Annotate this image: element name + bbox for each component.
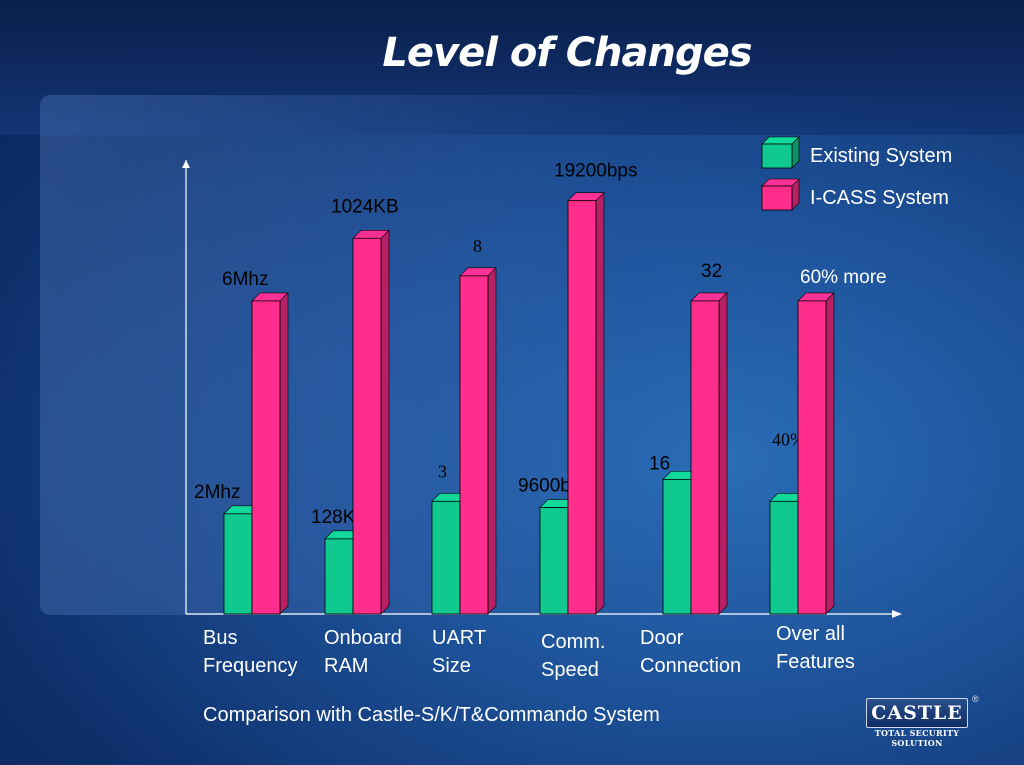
bar-chart: 2Mhz6Mhz128KB1024KB389600bps19200bps1632…	[182, 136, 952, 618]
category-label-line: Comm.	[541, 631, 606, 653]
legend-swatch-1	[761, 143, 793, 169]
icass-bar-1	[251, 300, 281, 615]
category-label-line: Door	[640, 627, 684, 649]
existing-bar-6	[769, 500, 799, 615]
existing-bar-2	[324, 538, 354, 615]
icass-bar-3	[459, 275, 489, 615]
category-label-5: Door Connection	[640, 624, 741, 680]
legend-label-2: I-CASS System	[810, 187, 949, 209]
category-label-line: Onboard	[324, 627, 402, 649]
existing-bar-6-label: 40%	[772, 429, 805, 449]
icass-bar-3-label: 8	[473, 236, 482, 256]
existing-bar-1	[223, 513, 253, 615]
icass-bar-4-side	[595, 191, 605, 615]
icass-bar-6	[797, 300, 827, 615]
category-label-1: Bus Frequency	[203, 624, 298, 680]
category-label-6: Over all Features	[776, 620, 855, 676]
caption: Comparison with Castle-S/K/T&Commando Sy…	[203, 704, 660, 726]
existing-bar-4	[539, 507, 569, 615]
icass-bar-5	[690, 300, 720, 615]
category-label-line: Frequency	[203, 655, 298, 677]
category-label-line: Size	[432, 655, 471, 677]
icass-bar-5-side	[718, 292, 728, 615]
category-label-line: Speed	[541, 659, 599, 681]
category-label-2: Onboard RAM	[324, 624, 402, 680]
category-label-line: Connection	[640, 655, 742, 677]
icass-bar-6-side	[825, 292, 835, 615]
existing-bar-5	[662, 478, 692, 615]
icass-bar-4	[567, 200, 597, 615]
category-label-line: Features	[776, 651, 855, 673]
registered-mark: ®	[972, 694, 979, 704]
existing-bar-5-label: 16	[649, 453, 670, 474]
legend-label-1: Existing System	[810, 145, 952, 167]
icass-bar-3-side	[487, 267, 497, 615]
background-panel	[40, 95, 1024, 615]
icass-bar-1-side	[279, 292, 289, 615]
y-axis-arrow	[182, 160, 190, 168]
icass-bar-6-label: 60% more	[800, 267, 887, 288]
category-label-line: UART	[432, 627, 487, 649]
category-label-3: UART Size	[432, 624, 486, 680]
logo-tagline: TOTAL SECURITY SOLUTION	[874, 728, 960, 748]
icass-bar-5-label: 32	[701, 261, 722, 282]
icass-bar-1-label: 6Mhz	[222, 269, 268, 290]
category-label-line: RAM	[324, 655, 369, 677]
icass-bar-2-label: 1024KB	[331, 196, 399, 217]
slide-title: Level of Changes	[382, 30, 752, 76]
category-label-4: Comm. Speed	[541, 628, 605, 684]
logo-box: CASTLE	[866, 698, 968, 728]
background-band	[0, 0, 1024, 135]
existing-bar-1-label: 2Mhz	[194, 482, 240, 503]
x-axis-arrow	[892, 610, 902, 618]
icass-bar-4-label: 19200bps	[554, 161, 637, 182]
castle-logo: CASTLE TOTAL SECURITY SOLUTION ®	[846, 694, 986, 748]
icass-bar-2-side	[380, 229, 390, 615]
category-label-line: Over all	[776, 623, 845, 645]
legend-swatch-2	[761, 185, 793, 211]
existing-bar-3	[431, 500, 461, 615]
icass-bar-2	[352, 237, 382, 615]
category-label-line: Bus	[203, 627, 238, 649]
logo-name: CASTLE	[871, 702, 963, 724]
existing-bar-3-label: 3	[438, 461, 447, 481]
